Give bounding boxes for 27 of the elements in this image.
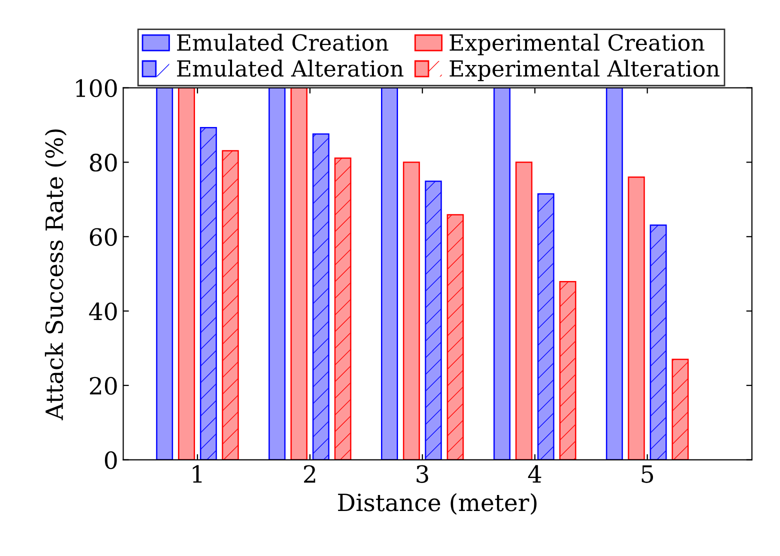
bar [290, 88, 308, 460]
legend-label: Emulated Creation [177, 34, 388, 51]
y-tick-label: 0 [104, 451, 117, 470]
y-axis-title: Attack Success Rate (%) [44, 129, 67, 420]
bar [493, 88, 510, 460]
y-tick-label: 60 [90, 228, 117, 246]
bar [178, 88, 195, 460]
bar [402, 162, 420, 460]
x-tick-label: 5 [642, 465, 654, 483]
y-tick-label: 100 [76, 79, 117, 98]
x-tick-label: 3 [416, 465, 428, 483]
bar [515, 162, 532, 460]
bar [606, 88, 623, 460]
x-axis-title: Distance (meter) [338, 493, 537, 515]
x-tick-label: 4 [528, 465, 542, 483]
y-tick-label: 80 [90, 154, 117, 172]
x-tick-label: 1 [192, 465, 202, 483]
legend-label: Experimental Creation [450, 34, 704, 56]
bar [268, 88, 286, 460]
bar [381, 88, 398, 460]
legend-label: Experimental Alteration [450, 60, 720, 82]
legend-label: Emulated Alteration [177, 60, 404, 77]
y-tick-label: 20 [90, 376, 117, 395]
bar [156, 88, 174, 460]
bar [628, 176, 645, 460]
y-tick-label: 40 [89, 302, 117, 320]
x-tick-label: 2 [304, 465, 316, 483]
